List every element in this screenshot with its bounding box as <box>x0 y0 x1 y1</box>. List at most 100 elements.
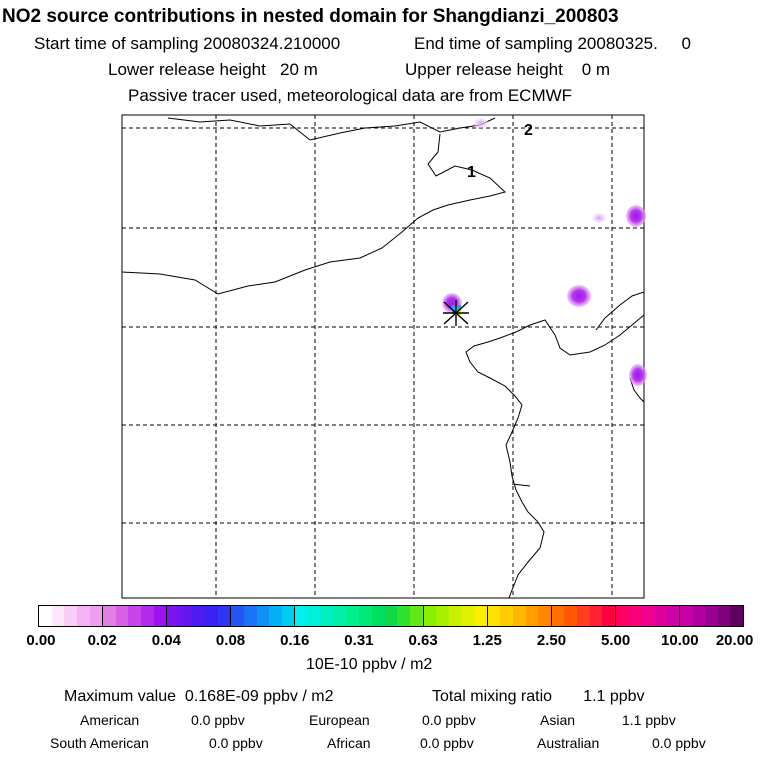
tracer-note: Passive tracer used, meteorological data… <box>128 86 573 105</box>
colorbar-tick-label: 0.00 <box>26 632 56 649</box>
colorbar-swatch <box>39 606 52 626</box>
grid-lines <box>122 115 644 598</box>
colorbar-swatch <box>320 606 334 626</box>
colorbar-segment <box>615 606 680 626</box>
colorbar-swatch <box>461 606 475 626</box>
region-value-european: 0.0 ppbv <box>422 712 476 728</box>
colorbar-segment <box>39 606 104 626</box>
colorbar-segment <box>679 606 744 626</box>
colorbar-swatch <box>487 606 501 626</box>
concentration-field <box>442 118 647 386</box>
region-label-australian: Australian <box>537 735 600 751</box>
plume-blob <box>474 118 488 128</box>
colorbar-swatch <box>409 606 423 626</box>
total-mixing-ratio: Total mixing ratio 1.1 ppbv <box>432 688 645 705</box>
colorbar-swatch <box>256 606 270 626</box>
colorbar-tick-label: 2.50 <box>536 632 567 649</box>
colorbar-swatch <box>512 606 526 626</box>
colorbar-segment <box>231 606 296 626</box>
colorbar-tick-label: 0.31 <box>344 632 374 649</box>
region-label-european: European <box>309 712 370 728</box>
colorbar-swatch <box>564 606 577 626</box>
region-value-african: 0.0 ppbv <box>420 735 474 751</box>
end-time-label: End time of sampling 20080325. 0 <box>414 34 691 53</box>
colorbar-swatch <box>192 606 206 626</box>
colorbar-swatch <box>397 606 410 626</box>
colorbar-swatch <box>730 606 744 626</box>
colorbar-swatch <box>577 606 590 626</box>
colorbar-swatch <box>333 606 346 626</box>
colorbar-swatch <box>345 606 359 626</box>
colorbar-swatch <box>525 606 539 626</box>
colorbar-tick-label: 0.16 <box>280 632 310 649</box>
region-value-asian: 1.1 ppbv <box>622 712 676 728</box>
colorbar-swatch <box>128 606 141 626</box>
colorbar-tick-label: 0.02 <box>87 632 117 649</box>
colorbar-swatch <box>167 606 180 626</box>
plume-blob <box>626 205 646 227</box>
colorbar-swatch <box>140 606 154 626</box>
colorbar-swatch <box>103 606 116 626</box>
colorbar-swatch <box>500 606 513 626</box>
colorbar-swatch <box>281 606 295 626</box>
colorbar-swatch <box>692 606 706 626</box>
colorbar-swatch <box>653 606 667 626</box>
colorbar-swatch <box>474 606 487 626</box>
contour-label: 1 <box>467 164 476 181</box>
colorbar-swatch <box>153 606 167 626</box>
region-value-american: 0.0 ppbv <box>191 712 245 728</box>
colorbar-segment <box>551 606 616 626</box>
colorbar-swatch <box>243 606 257 626</box>
colorbar-swatch <box>679 606 693 626</box>
colorbar-swatch <box>589 606 603 626</box>
map-panel: 2 1 <box>121 114 647 599</box>
colorbar-swatch <box>269 606 282 626</box>
colorbar-swatch <box>384 606 398 626</box>
region-value-australian: 0.0 ppbv <box>652 735 706 751</box>
colorbar-swatch <box>436 606 449 626</box>
colorbar-tick-label: 10.00 <box>661 632 699 649</box>
colorbar-swatch <box>423 606 437 626</box>
colorbar-swatch <box>615 606 629 626</box>
colorbar-segment <box>103 606 168 626</box>
colorbar-swatch <box>628 606 642 626</box>
colorbar-swatch <box>641 606 654 626</box>
colorbar-segment <box>487 606 552 626</box>
contour-label: 2 <box>524 122 533 139</box>
upper-release-height: Upper release height 0 m <box>405 60 611 79</box>
receptor-marker <box>443 300 469 326</box>
colorbar-segment <box>167 606 232 626</box>
colorbar-tick-label: 0.08 <box>215 632 246 649</box>
colorbar-swatch <box>205 606 218 626</box>
colorbar-swatch <box>115 606 129 626</box>
colorbar-swatch <box>51 606 65 626</box>
colorbar-swatch <box>217 606 231 626</box>
colorbar-swatch <box>666 606 679 626</box>
colorbar-swatch <box>295 606 308 626</box>
maximum-value: Maximum value 0.168E-09 ppbv / m2 <box>64 688 334 705</box>
colorbar-swatch <box>64 606 77 626</box>
colorbar-segment <box>295 606 360 626</box>
colorbar-swatch <box>359 606 373 626</box>
colorbar-swatch <box>551 606 565 626</box>
colorbar-swatch <box>448 606 462 626</box>
colorbar-swatch <box>179 606 193 626</box>
region-label-american: American <box>80 712 140 728</box>
colorbar-segment <box>423 606 488 626</box>
colorbar-swatch <box>705 606 718 626</box>
colorbar-swatch <box>231 606 244 626</box>
plume-blob <box>592 213 606 223</box>
plume-blob <box>629 364 647 386</box>
region-label-south-american: South American <box>50 735 149 751</box>
colorbar-swatch <box>308 606 321 626</box>
start-time-label: Start time of sampling 20080324.210000 <box>34 34 341 53</box>
colorbar-units: 10E-10 ppbv / m2 <box>306 656 433 673</box>
colorbar-segment <box>359 606 424 626</box>
colorbar-tick-label: 5.00 <box>601 632 631 649</box>
colorbar-tick-label: 0.63 <box>408 632 438 649</box>
region-label-african: African <box>327 735 371 751</box>
colorbar-swatch <box>89 606 103 626</box>
region-value-south-american: 0.0 ppbv <box>209 735 263 751</box>
colorbar-tick-label: 20.00 <box>715 632 754 649</box>
map-frame <box>121 114 645 599</box>
